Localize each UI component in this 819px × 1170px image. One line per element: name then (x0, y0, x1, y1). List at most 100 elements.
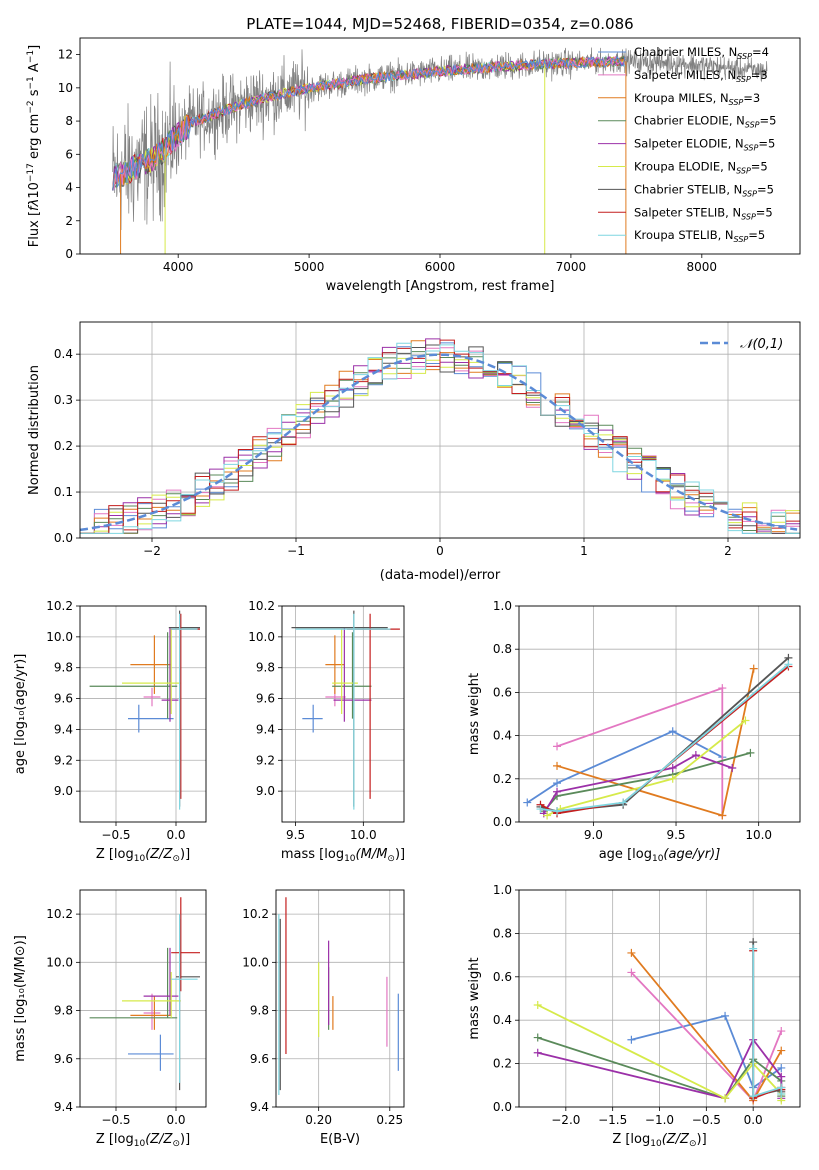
massweight_vs_Z-xtick-label: 0.0 (744, 1113, 763, 1127)
massweight_vs_Z-xlabel: Z [log10(Z/Z⊙)] (612, 1132, 706, 1149)
massweight_vs_age-ytick-label: 0.2 (493, 772, 512, 786)
age_vs_Z-xtick-label: −0.5 (101, 828, 130, 842)
mass_vs_Z-point-chabrier-elodie (89, 947, 178, 1019)
age_vs_mass-point-chabrier-miles (302, 704, 323, 733)
age_vs_mass-point-salpeter-elodie (333, 627, 372, 722)
massweight_vs_age-xlabel: age [log10(age/yr)] (599, 847, 721, 864)
spectrum-model-chabrier-miles (112, 55, 626, 191)
legend-label-chabrier-miles: Chabrier MILES, NSSP=4 (634, 45, 769, 61)
age_vs_Z-ytick-label: 9.4 (54, 722, 73, 736)
age_vs_Z-point-kroupa-elodie (122, 629, 181, 714)
residuals-frame (79, 321, 801, 539)
spectrum-model-kroupa-miles (112, 55, 626, 191)
spectrum-ytick-label: 6 (65, 147, 73, 161)
mass_vs_Z-ytick-label: 9.4 (54, 1100, 73, 1114)
age_vs_mass-xtick-label: 10.0 (350, 828, 377, 842)
massweight_vs_age-marker (749, 664, 758, 673)
residuals-xtick-label: −1 (287, 544, 305, 558)
massweight_vs_age-ytick-label: 0.8 (493, 642, 512, 656)
age_vs_Z-ytick-label: 9.6 (54, 692, 73, 706)
age_vs_Z-ytick-label: 9.8 (54, 661, 73, 675)
massweight_vs_age-marker (523, 798, 532, 807)
massweight_vs_age-ytick-label: 0.0 (493, 815, 512, 829)
residuals-xtick-label: 2 (724, 544, 732, 558)
massweight_vs_Z-xtick-label: −1.0 (645, 1113, 674, 1127)
mass_vs_Z-ytick-label: 9.6 (54, 1052, 73, 1066)
spectrum-plot-area (112, 47, 768, 254)
residuals-ytick-label: 0.1 (54, 485, 73, 499)
massweight_vs_Z-ytick-label: 0.0 (493, 1100, 512, 1114)
age_vs_mass-ytick-label: 9.4 (256, 722, 275, 736)
mass_vs_ebv-ytick-label: 10.0 (242, 955, 269, 969)
massweight_vs_Z-xtick-label: −0.5 (692, 1113, 721, 1127)
age_vs_mass-xtick-label: 9.5 (286, 828, 305, 842)
spectrum-xtick-label: 6000 (425, 260, 456, 274)
spectrum-frame (79, 37, 801, 255)
mass_vs_Z-frame (79, 889, 207, 1108)
massweight_vs_age-ytick-label: 0.4 (493, 729, 512, 743)
legend-label-salpeter-miles: Salpeter MILES, NSSP=3 (634, 68, 768, 84)
mass_vs_ebv-ytick-label: 9.6 (250, 1052, 269, 1066)
massweight_vs_Z-series-kroupa-stelib (749, 944, 786, 1101)
massweight_vs_age-marker (718, 684, 727, 693)
residuals-legend-label: 𝒩(0,1) (740, 337, 783, 352)
residuals-hist-kroupa-stelib (80, 342, 800, 534)
massweight_vs_age-ylabel: mass weight (467, 673, 482, 755)
mass_vs_Z-point-salpeter-elodie (143, 947, 179, 1016)
massweight_vs_Z-xtick-label: −2.0 (551, 1113, 580, 1127)
residuals-xtick-label: −2 (143, 544, 161, 558)
mass_vs_Z-xtick-label: −0.5 (101, 1113, 130, 1127)
massweight_vs_age-marker (746, 748, 755, 757)
mass_vs_Z-point-chabrier-miles (128, 1034, 174, 1071)
massweight_vs_Z-marker (749, 1092, 758, 1101)
mass_vs_ebv-xlabel: E(B-V) (320, 1132, 360, 1147)
mass_vs_ebv-xtick-label: 0.25 (376, 1113, 403, 1127)
massweight_vs_age-ytick-label: 0.6 (493, 685, 512, 699)
mass_vs_Z-point-salpeter-stelib (171, 897, 200, 992)
massweight_vs_age-marker (543, 811, 552, 820)
massweight_vs_age-series-kroupa-stelib (536, 660, 793, 816)
spectrum-axes: 4000 5000 6000 7000 8000 0 2 4 6 8 10 12 (58, 48, 717, 274)
massweight_vs_Z-ytick-label: 0.6 (493, 970, 512, 984)
massweight_vs_Z-marker (533, 1033, 542, 1042)
residuals-plot-area (80, 338, 800, 534)
massweight_vs_age-marker (553, 779, 562, 788)
mass_vs_Z-xtick-label: 0.0 (166, 1113, 185, 1127)
legend-label-kroupa-miles: Kroupa MILES, NSSP=3 (634, 91, 760, 107)
age_vs_Z-ytick-label: 10.0 (46, 630, 73, 644)
spectrum-xlabel: wavelength [Angstrom, rest frame] (326, 279, 555, 294)
massweight_vs_age-series-kroupa-miles (553, 664, 758, 820)
spectrum-ytick-label: 4 (65, 181, 73, 195)
age_vs_Z-ytick-label: 9.2 (54, 753, 73, 767)
massweight_vs_age-marker (741, 716, 750, 725)
mass_vs_ebv-ytick-label: 9.8 (250, 1004, 269, 1018)
massweight_vs_age-line (540, 663, 789, 813)
spectrum-xtick-label: 5000 (294, 260, 325, 274)
residuals-ytick-label: 0.4 (54, 347, 73, 361)
massweight_vs_Z-marker (533, 1001, 542, 1010)
mass_vs_Z-ytick-label: 9.8 (54, 1004, 73, 1018)
massweight_vs_Z-frame (518, 889, 801, 1108)
age_vs_mass-ytick-label: 10.0 (248, 630, 275, 644)
mass_vs_Z-point-kroupa-stelib (171, 914, 198, 1083)
mass_vs_ebv-ytick-label: 10.2 (242, 907, 269, 921)
spectrum-ytick-label: 8 (65, 114, 73, 128)
spectrum-ytick-label: 12 (58, 48, 73, 62)
massweight_vs_age-marker (668, 727, 677, 736)
mass_vs_Z-ytick-label: 10.2 (46, 907, 73, 921)
spectrum-xtick-label: 4000 (163, 260, 194, 274)
massweight_vs_Z-marker (777, 1072, 786, 1081)
legend-label-chabrier-elodie: Chabrier ELODIE, NSSP=5 (634, 114, 776, 130)
massweight_vs_Z-xtick-label: −1.5 (598, 1113, 627, 1127)
age_vs_Z-point-chabrier-miles (128, 704, 174, 733)
spectrum-ytick-label: 10 (58, 81, 73, 95)
spectrum-ytick-label: 0 (65, 247, 73, 261)
age_vs_Z-xtick-label: 0.0 (166, 828, 185, 842)
age_vs_mass-ytick-label: 10.2 (248, 599, 275, 613)
age_vs_Z-xlabel: Z [log10(Z/Z⊙)] (96, 847, 190, 864)
age_vs_mass-axes: 9.5 10.0 9.0 9.2 9.4 9.6 9.8 10.0 10.2 (248, 599, 404, 842)
spectrum-xtick-label: 7000 (556, 260, 587, 274)
age_vs_Z-ytick-label: 9.0 (54, 784, 73, 798)
age_vs_mass-ytick-label: 9.6 (256, 692, 275, 706)
mass_vs_Z-ytick-label: 10.0 (46, 955, 73, 969)
